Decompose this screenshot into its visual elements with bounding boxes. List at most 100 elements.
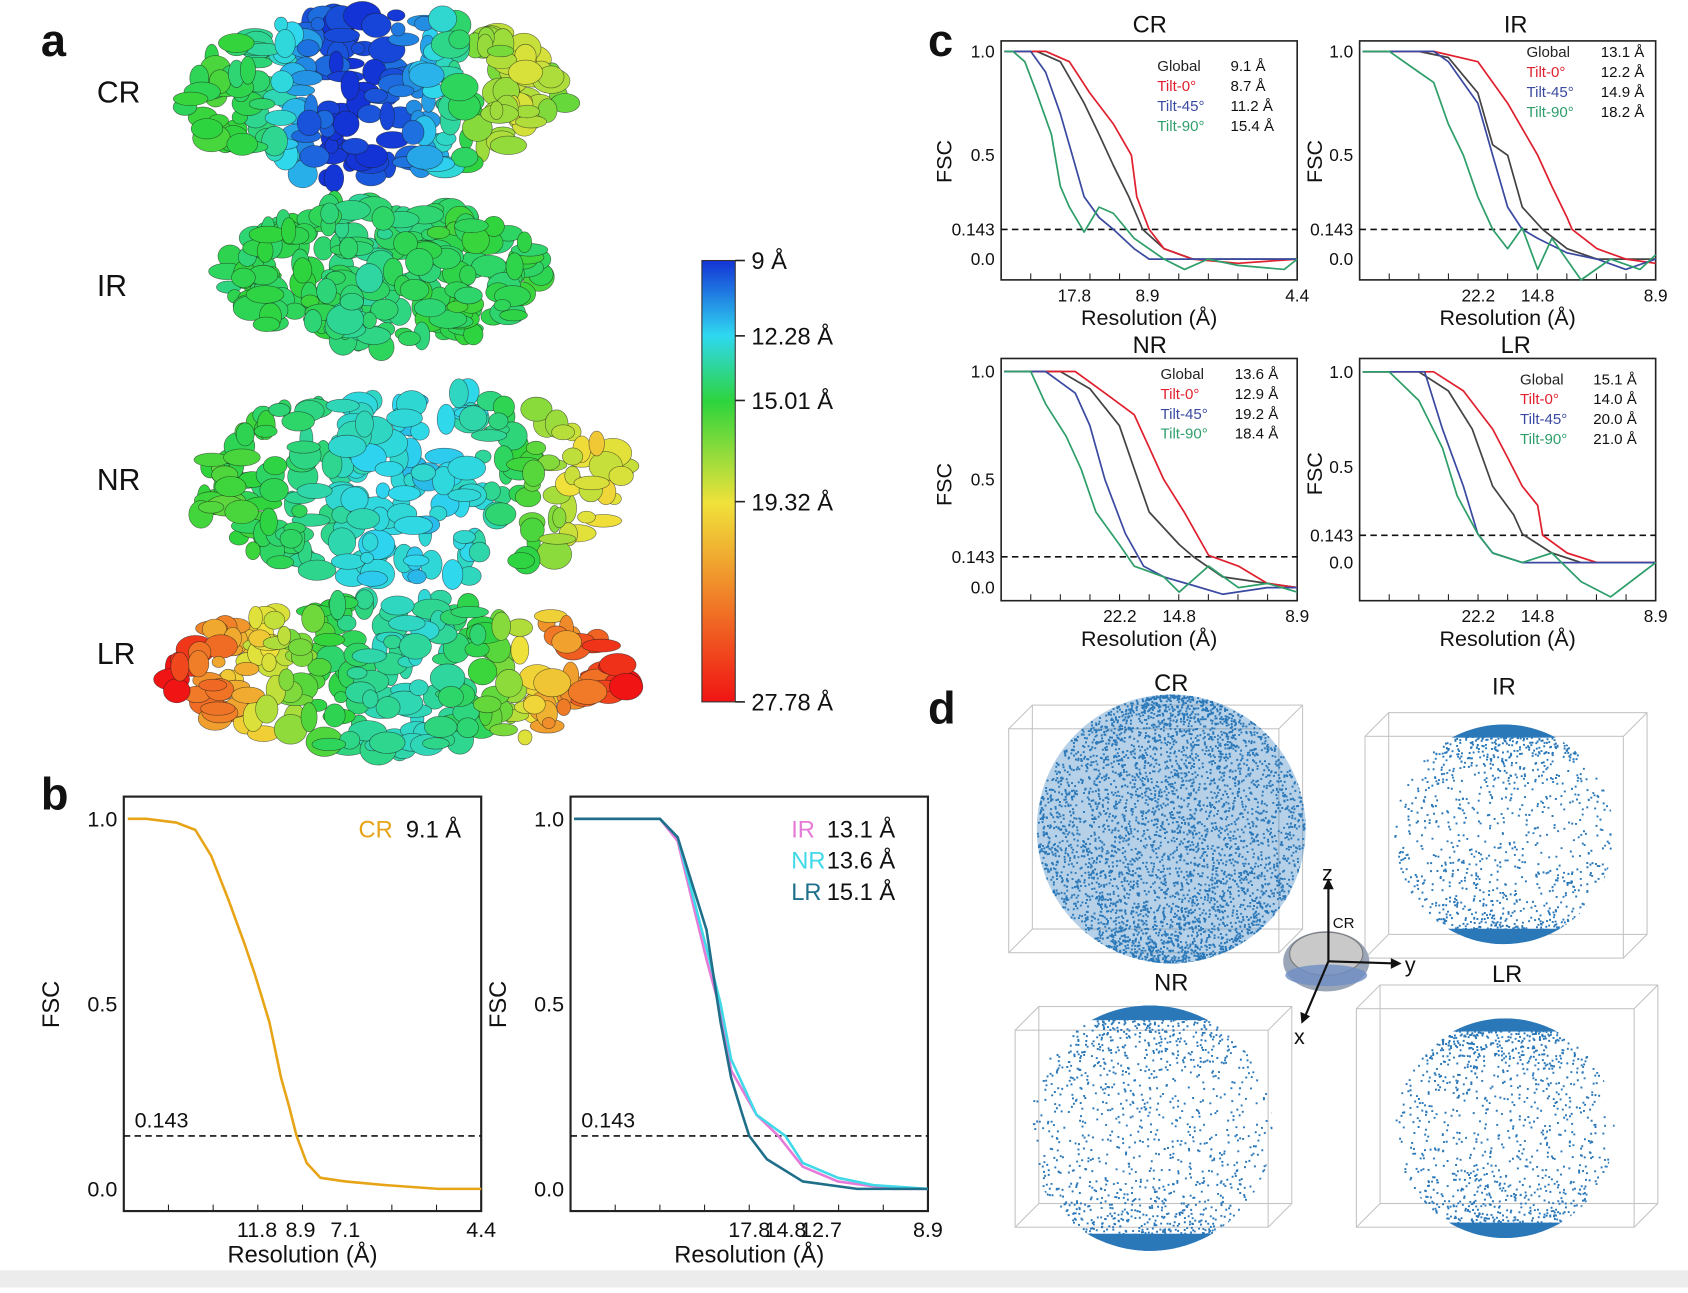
density-blob [581,638,621,653]
density-blob [172,91,209,106]
density-blob [608,466,634,486]
x-tick-label: 8.9 [913,1218,943,1242]
density-blob [551,424,575,441]
fsc-curve-global [1004,370,1298,589]
density-blob [339,236,359,260]
colorbar-label: 15.01 Å [751,387,833,415]
box-edge [1267,1006,1293,1031]
density-blob [489,135,527,155]
box-edge [1364,934,1390,959]
density-map-nr [188,378,640,590]
density-blob [296,109,322,136]
x-tick-label: 14.8 [765,1218,807,1242]
density-blob [556,698,571,716]
density-blob [371,206,395,231]
y-tick-label: 0.0 [971,249,995,269]
legend-name: NR [791,849,825,875]
density-blob [311,737,347,751]
density-blob [450,606,489,619]
density-blob [198,678,228,692]
y-axis-label: FSC [933,140,957,183]
sphere-cap-bottom [1395,1222,1615,1238]
y-tick-label: 0.5 [1329,145,1353,165]
x-tick-label: 22.2 [1103,606,1137,626]
legend-value: 9.1 Å [406,816,461,844]
density-blob [234,661,260,676]
x-tick-label: 14.8 [1521,606,1555,626]
bounding-box [1014,1005,1293,1228]
local-resolution-colorbar [701,259,736,703]
panel-label-b: b [41,769,69,820]
bottom-strip [0,1270,1688,1288]
density-blob [301,604,325,633]
density-blob [505,252,524,281]
density-blob [248,605,263,630]
density-blob [290,70,323,86]
box-back [1031,704,1304,930]
sphere-title-cr: CR [1154,671,1188,697]
x-axis-label: Resolution (Å) [674,1241,824,1269]
density-blob [387,9,406,22]
map-label-cr: CR [97,76,141,109]
chart-title: CR [1133,12,1167,38]
density-blob [390,22,406,37]
density-blob [441,559,464,590]
y-tick-label: 1.0 [1329,41,1353,61]
fsc-curve-tilt0 [1004,370,1298,589]
density-blob [459,405,488,431]
density-blob [588,430,605,457]
density-blob [426,226,451,239]
density-blob [608,673,644,701]
density-blob [523,694,546,715]
legend-name: Tilt-90° [1157,118,1204,135]
y-axis-label: FSC [486,981,512,1028]
fsc-chart-c-NR: NR 22.2 14.8 8.9 1.0 0.5 0.143 0.0 Resolution (Å… [933,333,1310,651]
y-tick-label: 0.5 [1329,457,1353,477]
legend-value: 15.4 Å [1230,118,1275,135]
density-blob [263,456,288,476]
legend-value: 13.1 Å [1601,44,1646,61]
fsc-chart-c-IR: IR 22.2 14.8 8.9 1.0 0.5 0.143 0.0 Resolution (Å… [1303,12,1668,330]
density-blob [507,552,535,570]
density-blob [440,72,479,102]
density-blob [399,279,430,301]
density-blob [454,286,483,305]
x-tick-label: 4.4 [466,1218,496,1242]
density-blob [405,248,434,276]
density-blob [357,104,382,124]
density-blob [491,611,511,641]
density-blob [279,529,303,549]
density-blob [266,555,295,570]
colorbar-ticks [735,259,745,703]
box-edge [1278,704,1303,730]
colorbar-label: 9 Å [751,247,787,275]
fsc-chart-b-left: 11.8 8.9 7.1 4.4 1.0 0.5 0.0 Resolution (Å) FSC 0… [39,795,496,1269]
x-tick-label: 14.8 [1162,606,1196,626]
density-blob [325,398,360,413]
panel-label-c: c [928,15,953,66]
axis-y-label: y [1405,953,1416,977]
density-blob [224,499,259,525]
density-blob [278,668,295,691]
density-blob [248,98,276,110]
density-blob [211,656,226,668]
density-blob [447,455,487,481]
density-blob [356,570,388,587]
fsc-curve-tilt45 [1004,50,1298,260]
density-blob [297,39,320,57]
box-edge [1356,984,1381,1010]
x-tick-label: 14.8 [1521,285,1555,305]
density-blob [388,32,420,47]
legend-value: 18.2 Å [1601,104,1646,121]
legend-name: Global [1160,366,1204,383]
density-blob [379,101,395,131]
density-blob [516,231,533,253]
y-axis-label: FSC [1303,452,1327,495]
density-blob [410,463,436,482]
box-edge [1633,984,1659,1010]
density-blob [330,553,366,570]
colorbar-label: 27.78 Å [751,688,833,716]
density-blob [369,731,406,754]
fsc-curve-tilt90 [1004,370,1298,593]
legend-name: Tilt-45° [1526,84,1573,101]
